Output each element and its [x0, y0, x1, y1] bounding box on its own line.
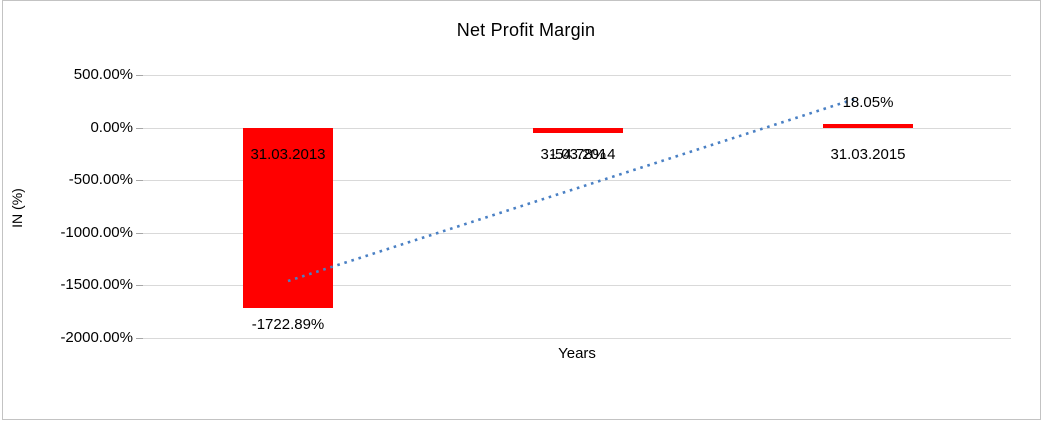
- y-axis-tick: [136, 75, 143, 76]
- bar-31.03.2015: [823, 123, 913, 128]
- category-label: 31.03.2015: [830, 146, 906, 163]
- y-axis-tick: [136, 337, 143, 339]
- y-tick-label: -2000.00%: [60, 328, 133, 346]
- gridline: [143, 337, 1011, 339]
- y-tick-label: -500.00%: [68, 171, 133, 188]
- y-axis-tick: [136, 232, 143, 234]
- value-label: -1722.89%: [251, 316, 325, 334]
- x-axis-title: Years: [558, 345, 596, 362]
- y-tick-label: 0.00%: [90, 118, 133, 136]
- gridline: [143, 285, 1011, 286]
- value-label: -54.78%: [550, 146, 606, 163]
- chart-title: Net Profit Margin: [456, 20, 596, 40]
- y-tick-label: -1500.00%: [60, 276, 133, 293]
- category-label: 31.03.2014: [540, 146, 616, 163]
- y-tick-label: 500.00%: [73, 66, 133, 83]
- gridline: [143, 75, 1011, 76]
- y-axis-title: IN (%): [9, 188, 25, 228]
- value-label: 18.05%: [842, 93, 894, 111]
- category-label: 31.03.2013: [250, 146, 326, 163]
- y-axis-tick: [136, 180, 143, 181]
- y-tick-label: -1000.00%: [60, 223, 133, 241]
- y-axis-tick: [136, 285, 143, 286]
- bar-31.03.2014: [533, 127, 623, 134]
- y-axis-tick: [136, 127, 143, 129]
- trendline: [287, 96, 859, 283]
